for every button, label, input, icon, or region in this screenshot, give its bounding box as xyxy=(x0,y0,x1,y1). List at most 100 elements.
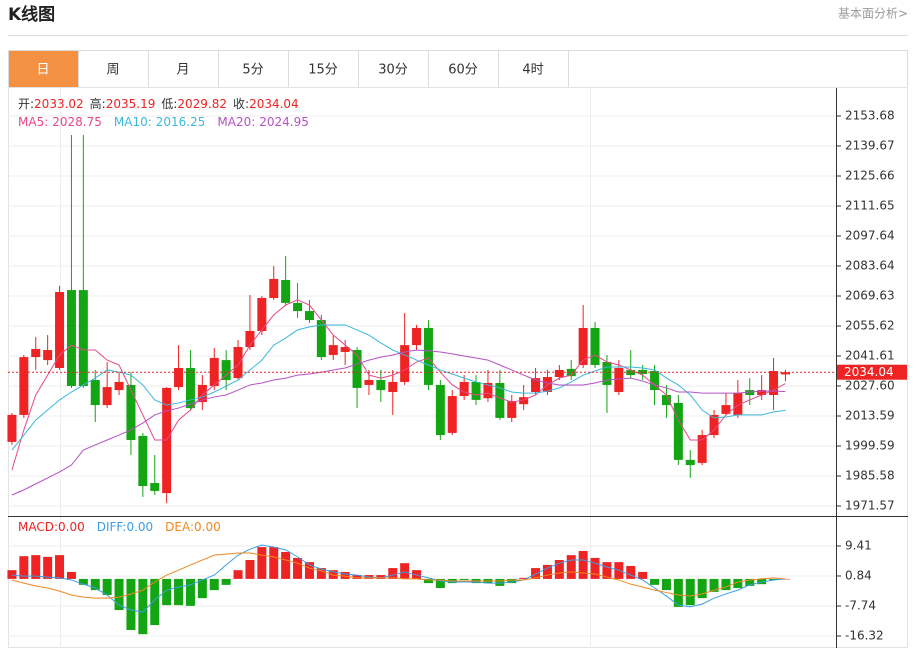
macd-bar xyxy=(650,578,660,585)
candle-body xyxy=(340,347,350,352)
macd-bar xyxy=(507,578,517,584)
macd-bar xyxy=(721,578,731,591)
readout-value: 2033.02 xyxy=(34,97,84,111)
macd-bar xyxy=(554,560,564,579)
tab[interactable] xyxy=(288,50,359,88)
macd-bar xyxy=(209,578,219,591)
macd-bar xyxy=(150,578,160,626)
candle-body xyxy=(602,362,612,385)
chart-frame xyxy=(8,87,908,648)
macd-bar xyxy=(19,556,29,579)
candle-body xyxy=(531,378,541,393)
candle-body xyxy=(7,414,17,442)
macd-bar xyxy=(685,578,695,606)
last-price-tag xyxy=(837,364,907,380)
candle-body xyxy=(757,390,767,396)
macd-bar xyxy=(126,578,136,630)
y-tick-label: 1999.59 xyxy=(845,438,895,452)
tab-label[interactable]: 15分 xyxy=(308,63,338,78)
macd-bar xyxy=(495,578,505,586)
macd-bar xyxy=(697,578,707,599)
macd-bar xyxy=(233,570,243,579)
y-tick-label: 2153.68 xyxy=(845,108,895,122)
legend-value: 2016.25 xyxy=(156,115,206,129)
y-tick-label: 9.41 xyxy=(845,538,872,552)
macd-bar xyxy=(304,562,314,579)
candle-body xyxy=(626,369,636,376)
candle-body xyxy=(745,390,755,396)
macd-bar xyxy=(340,571,350,579)
macd-bar xyxy=(709,578,719,592)
candle-body xyxy=(614,368,624,393)
candle-body xyxy=(19,357,29,415)
tab-label[interactable]: 日 xyxy=(36,63,49,78)
candle-body xyxy=(650,371,660,391)
candle-body xyxy=(376,380,386,391)
macd-bar xyxy=(590,557,600,579)
fundamental-link[interactable]: 基本面分析> xyxy=(838,7,908,21)
candle-body xyxy=(685,459,695,466)
macd-bar xyxy=(400,563,410,579)
tab[interactable] xyxy=(498,50,569,88)
readout-value: 2035.19 xyxy=(106,97,156,111)
tab[interactable] xyxy=(8,50,79,88)
indicator-line xyxy=(11,299,786,471)
tab-bar: 日 周 月 5分 15分 30分 60分 4时 xyxy=(8,50,908,88)
y-tick-label: 2097.64 xyxy=(845,229,895,243)
y-tick-label: 1985.58 xyxy=(845,469,895,483)
legend-name: MA20: xyxy=(217,115,255,129)
indicator-line xyxy=(11,324,786,451)
tab-label[interactable]: 5分 xyxy=(242,63,263,78)
tab-label[interactable]: 周 xyxy=(106,63,119,78)
tab-label[interactable]: 4时 xyxy=(522,63,543,78)
tab-label[interactable]: 月 xyxy=(176,63,189,78)
macd-bar xyxy=(661,578,671,591)
y-tick-label: 2125.66 xyxy=(845,168,895,182)
macd-bar xyxy=(388,568,398,579)
candle-body xyxy=(150,483,160,491)
macd-bar xyxy=(102,578,112,596)
candle-body xyxy=(31,348,41,358)
tab-label[interactable]: 60分 xyxy=(448,63,478,78)
indicator-line xyxy=(11,544,786,613)
last-price-label: 2034.04 xyxy=(844,365,894,379)
page-title: K线图 xyxy=(8,4,55,25)
macd-bar xyxy=(638,571,648,579)
macd-bar xyxy=(435,578,445,589)
candle-body xyxy=(519,397,529,405)
legend-value: 0.00 xyxy=(126,520,153,534)
macd-bar xyxy=(43,556,53,579)
candle-body xyxy=(400,345,410,382)
readout-label: 开: xyxy=(18,97,34,111)
tab-label[interactable]: 30分 xyxy=(378,63,408,78)
macd-bar xyxy=(185,578,195,606)
candle-body xyxy=(185,368,195,409)
macd-legend: MACD:0.00 DIFF:0.00 DEA:0.00 xyxy=(18,520,221,534)
y-tick-label: 2069.63 xyxy=(845,288,895,302)
macd-bar xyxy=(316,568,326,579)
kline-panel: 2153.68 2139.67 2125.66 2111.65 2097.64 2083.… xyxy=(7,96,907,513)
candle-body xyxy=(412,327,422,346)
legend-name: MACD: xyxy=(18,520,58,534)
candle-body xyxy=(197,384,207,403)
legend-name: MA5: xyxy=(18,115,48,129)
macd-bar xyxy=(281,551,291,579)
legend-value: 0.00 xyxy=(58,520,85,534)
macd-bar xyxy=(197,578,207,599)
macd-bar xyxy=(245,560,255,579)
candle-body xyxy=(257,297,267,331)
macd-bar xyxy=(114,578,124,611)
macd-bar xyxy=(376,575,386,579)
legend-name: DIFF: xyxy=(97,520,127,534)
macd-bar xyxy=(519,577,529,579)
macd-bar xyxy=(138,578,148,635)
candle-body xyxy=(138,435,148,487)
macd-bar xyxy=(542,564,552,579)
macd-bar xyxy=(55,555,65,579)
macd-bar xyxy=(352,575,362,579)
y-tick-label: -16.32 xyxy=(845,629,884,643)
candle-body xyxy=(388,381,398,393)
candle-body xyxy=(66,290,76,387)
macd-bar xyxy=(90,578,100,591)
